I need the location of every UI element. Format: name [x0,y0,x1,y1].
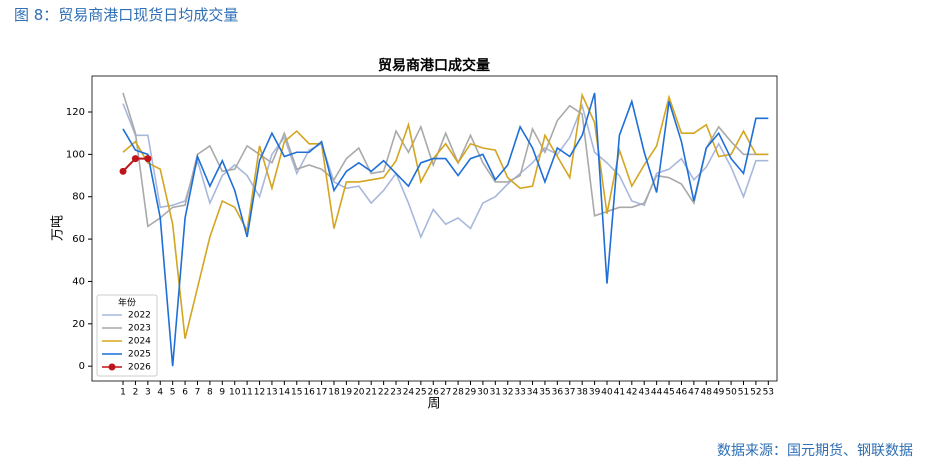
x-tick-label: 10 [229,388,241,398]
series-line [122,92,769,367]
legend-label: 2022 [128,311,151,321]
series-line [122,103,769,240]
x-tick-label: 50 [725,388,737,398]
y-tick-label: 0 [79,361,85,372]
x-tick-label: 7 [195,388,201,398]
plot-area [91,75,778,382]
y-tick-label: 20 [72,319,85,330]
x-tick-label: 8 [207,388,213,398]
x-tick-label: 39 [589,388,601,398]
x-tick-label: 5 [170,388,176,398]
x-tick-label: 53 [763,388,774,398]
legend-marker [108,363,116,371]
x-tick-label: 48 [701,388,713,398]
x-tick-label: 23 [390,388,401,398]
x-axis-label: 周 [427,397,440,412]
x-tick-label: 12 [254,388,265,398]
series-line [122,92,769,228]
x-tick-label: 41 [614,388,625,398]
series-line [122,92,769,339]
x-tick-label: 19 [341,388,353,398]
legend-label: 2024 [128,337,151,347]
x-tick-label: 24 [403,388,415,398]
x-tick-label: 27 [440,388,451,398]
x-tick-label: 9 [219,388,225,398]
x-tick-label: 11 [241,388,252,398]
y-tick-label: 100 [66,149,85,160]
x-tick-label: 36 [552,388,564,398]
x-tick-label: 13 [266,388,277,398]
x-tick-label: 14 [279,388,291,398]
legend-label: 2026 [128,363,151,373]
x-tick-label: 46 [676,388,688,398]
x-tick-label: 30 [477,388,489,398]
x-tick-label: 35 [539,388,550,398]
x-tick-label: 49 [713,388,725,398]
x-tick-label: 34 [527,388,539,398]
x-tick-label: 40 [601,388,613,398]
x-tick-label: 20 [353,388,365,398]
x-tick-label: 52 [750,388,761,398]
x-tick-label: 32 [502,388,513,398]
x-tick-label: 18 [328,388,340,398]
legend-label: 2023 [128,324,151,334]
x-tick-label: 45 [663,388,674,398]
y-tick-label: 120 [66,107,85,118]
y-tick-label: 80 [72,192,85,203]
x-tick-label: 16 [303,388,315,398]
series-marker [131,155,139,163]
x-tick-label: 1 [120,388,126,398]
legend-label: 2025 [128,350,151,360]
x-tick-label: 47 [688,388,699,398]
x-tick-label: 25 [415,388,426,398]
x-tick-label: 31 [490,388,501,398]
x-tick-label: 51 [738,388,749,398]
x-tick-label: 2 [133,388,139,398]
x-tick-label: 21 [365,388,376,398]
x-tick-label: 29 [465,388,477,398]
figure-caption: 图 8：贸易商港口现货日均成交量 [14,6,239,24]
x-tick-label: 6 [182,388,188,398]
x-tick-label: 15 [291,388,302,398]
x-tick-label: 4 [157,388,163,398]
x-tick-label: 17 [316,388,327,398]
legend-title: 年份 [118,297,136,309]
x-tick-label: 22 [378,388,389,398]
x-tick-label: 44 [651,388,663,398]
x-tick-label: 26 [428,388,440,398]
x-tick-label: 38 [576,388,588,398]
x-tick-label: 43 [638,388,649,398]
x-tick-label: 33 [514,388,525,398]
y-tick-label: 60 [72,234,85,245]
y-tick-label: 40 [72,276,85,287]
series-marker [119,167,127,175]
source-note: 数据来源：国元期货、钢联数据 [717,443,913,459]
x-tick-label: 28 [452,388,464,398]
x-tick-label: 42 [626,388,637,398]
x-tick-label: 37 [564,388,575,398]
x-tick-label: 3 [145,388,151,398]
series-marker [144,155,152,163]
chart-title: 贸易商港口成交量 [378,57,490,74]
y-axis-label: 万吨 [51,215,66,241]
